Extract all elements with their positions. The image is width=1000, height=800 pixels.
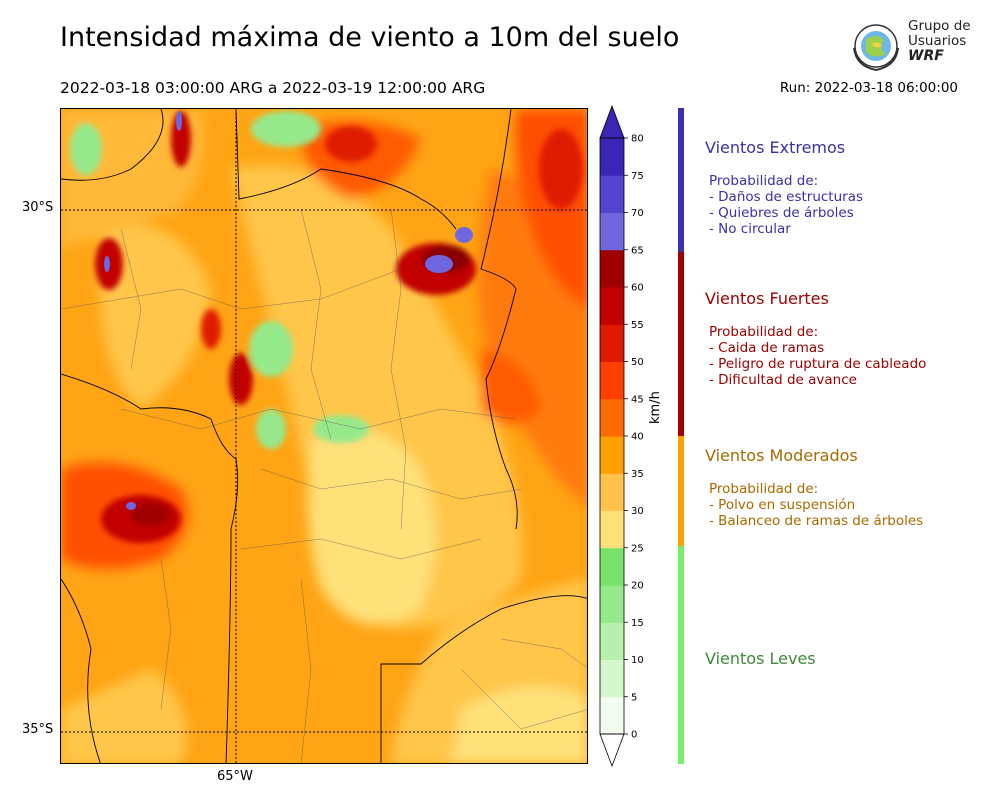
colorbar-tick-label: 70 (631, 208, 644, 219)
colorbar-tick-label: 75 (631, 171, 644, 182)
desc-line: - Daños de estructuras (709, 189, 864, 205)
colorbar-swatch (600, 510, 624, 549)
desc-line: - Caida de ramas (709, 340, 825, 356)
colorbar-tick-label: 0 (631, 730, 637, 741)
lat-label-35s: 35°S (22, 722, 54, 737)
colorbar-tick-label: 50 (631, 357, 644, 368)
desc-line: - Polvo en suspensión (709, 497, 856, 513)
colorbar-extend-top (599, 104, 625, 139)
category-bar-light (678, 546, 684, 764)
category-bar-moderate (678, 436, 684, 546)
colorbar-swatch (600, 361, 624, 400)
desc-line: - Peligro de ruptura de cableado (709, 356, 927, 372)
lon-label-65w: 65°W (217, 769, 253, 784)
colorbar-swatch (600, 287, 624, 325)
colorbar-tick-label: 80 (631, 134, 644, 145)
desc-line: - Balanceo de ramas de árboles (709, 513, 924, 529)
category-description: Probabilidad de: - Caida de ramas - Peli… (705, 324, 926, 388)
colorbar-swatch (600, 659, 624, 698)
logo-line-3: WRF (908, 48, 944, 64)
colorbar: 0 5 10 15 20 25 30 35 40 45 50 55 60 65 70 75 80 (599, 104, 644, 768)
colorbar-tick-label: 20 (631, 581, 644, 592)
category-title: Vientos Extremos (705, 138, 846, 157)
colorbar-unit: km/h (648, 391, 663, 424)
desc-line: Probabilidad de: (709, 324, 819, 340)
desc-line: Probabilidad de: (709, 481, 819, 497)
category-moderate: Vientos Moderados Probabilidad de: - Pol… (705, 446, 923, 529)
wind-map (60, 108, 588, 764)
category-bar-strong (678, 252, 684, 436)
wind-field-svg (61, 109, 587, 763)
colorbar-extend-bottom (599, 733, 625, 768)
category-description: Probabilidad de: - Polvo en suspensión -… (705, 481, 923, 529)
logo-line-2: Usuarios (908, 33, 967, 49)
category-title: Vientos Leves (705, 649, 816, 668)
colorbar-swatch (600, 436, 624, 474)
category-bar-extreme (678, 108, 684, 252)
colorbar-tick-label: 65 (631, 245, 644, 256)
colorbar-swatch (600, 585, 624, 623)
logo-text: Grupo de Usuarios WRF (908, 19, 971, 64)
colorbar-swatch (600, 547, 624, 586)
desc-line: - Quiebres de árboles (709, 205, 854, 221)
category-light: Vientos Leves (705, 649, 816, 668)
colorbar-swatch (600, 696, 624, 735)
desc-line: - No circular (709, 221, 791, 237)
colorbar-swatch (600, 175, 624, 213)
colorbar-tick-label: 5 (631, 692, 637, 703)
colorbar-tick-label: 25 (631, 543, 644, 554)
colorbar-tick-label: 55 (631, 320, 644, 331)
category-strong: Vientos Fuertes Probabilidad de: - Caida… (705, 289, 926, 388)
colorbar-swatch (600, 212, 624, 251)
wrf-logo-icon (853, 24, 899, 72)
colorbar-tick-label: 45 (631, 394, 644, 405)
colorbar-swatch (600, 398, 624, 437)
desc-line: Probabilidad de: (709, 173, 819, 189)
colorbar-swatch (600, 622, 624, 660)
logo-line-1: Grupo de (908, 18, 971, 34)
map-title: Intensidad máxima de viento a 10m del su… (60, 22, 680, 53)
colorbar-tick-label: 60 (631, 283, 644, 294)
run-timestamp: Run: 2022-03-18 06:00:00 (779, 80, 958, 96)
category-description: Probabilidad de: - Daños de estructuras … (705, 173, 863, 237)
colorbar-tick-label: 30 (631, 506, 644, 517)
desc-line: - Dificultad de avance (709, 372, 857, 388)
colorbar-tick-label: 40 (631, 432, 644, 443)
colorbar-swatch (600, 473, 624, 511)
colorbar-tick-label: 35 (631, 469, 644, 480)
category-title: Vientos Moderados (705, 446, 858, 465)
category-title: Vientos Fuertes (705, 289, 829, 308)
colorbar-swatch (600, 138, 624, 176)
category-extreme: Vientos Extremos Probabilidad de: - Daño… (705, 138, 863, 237)
forecast-period: 2022-03-18 03:00:00 ARG a 2022-03-19 12:… (60, 79, 486, 97)
colorbar-tick-label: 10 (631, 655, 644, 666)
colorbar-swatch (600, 249, 624, 288)
lat-label-30s: 30°S (22, 200, 54, 215)
colorbar-swatch (600, 324, 624, 362)
colorbar-tick-label: 15 (631, 618, 644, 629)
